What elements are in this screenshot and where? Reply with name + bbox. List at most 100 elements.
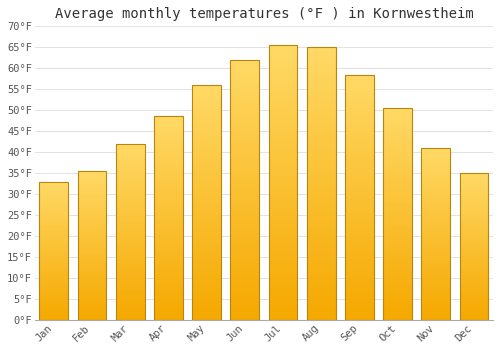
Bar <box>383 145 412 148</box>
Bar <box>116 307 144 309</box>
Bar <box>345 173 374 176</box>
Bar <box>307 108 336 112</box>
Bar <box>307 211 336 214</box>
Bar <box>422 284 450 286</box>
Bar <box>154 231 182 233</box>
Bar <box>230 92 259 96</box>
Bar <box>116 298 144 300</box>
Bar <box>307 95 336 98</box>
Bar <box>40 225 68 226</box>
Bar <box>422 236 450 238</box>
Bar <box>78 245 106 247</box>
Bar <box>307 255 336 259</box>
Bar <box>192 123 221 126</box>
Bar <box>422 312 450 314</box>
Bar <box>40 218 68 219</box>
Bar <box>78 309 106 311</box>
Bar <box>307 259 336 262</box>
Bar <box>383 278 412 280</box>
Bar <box>268 141 298 145</box>
Bar <box>268 117 298 121</box>
Bar <box>345 93 374 96</box>
Bar <box>307 313 336 316</box>
Bar <box>422 167 450 169</box>
Bar <box>230 304 259 307</box>
Bar <box>460 280 488 281</box>
Bar <box>307 149 336 153</box>
Bar <box>268 172 298 176</box>
Bar <box>268 189 298 193</box>
Bar <box>345 231 374 234</box>
Bar <box>154 261 182 264</box>
Bar <box>116 219 144 221</box>
Bar <box>40 292 68 294</box>
Bar <box>40 240 68 242</box>
Bar <box>154 162 182 165</box>
Bar <box>345 99 374 102</box>
Bar <box>116 304 144 307</box>
Bar <box>460 292 488 294</box>
Bar <box>40 195 68 197</box>
Bar <box>116 148 144 150</box>
Bar <box>422 251 450 253</box>
Bar <box>154 157 182 160</box>
Bar <box>383 108 412 111</box>
Bar <box>116 232 144 234</box>
Bar <box>460 199 488 201</box>
Bar <box>116 150 144 153</box>
Bar <box>307 177 336 180</box>
Bar <box>345 80 374 84</box>
Bar <box>422 307 450 309</box>
Bar <box>307 224 336 228</box>
Bar <box>78 283 106 285</box>
Bar <box>78 300 106 301</box>
Bar <box>230 148 259 151</box>
Bar <box>154 152 182 155</box>
Bar <box>78 286 106 288</box>
Bar <box>192 220 221 223</box>
Bar <box>422 215 450 217</box>
Bar <box>268 203 298 206</box>
Bar <box>40 258 68 259</box>
Bar <box>78 305 106 307</box>
Bar <box>192 302 221 305</box>
Bar <box>268 69 298 73</box>
Bar <box>78 171 106 173</box>
Bar <box>40 268 68 270</box>
Bar <box>460 195 488 197</box>
Bar <box>154 134 182 137</box>
Bar <box>230 274 259 278</box>
Bar <box>383 301 412 304</box>
Bar <box>154 277 182 279</box>
Bar <box>307 153 336 156</box>
Bar <box>192 132 221 135</box>
Bar <box>345 250 374 252</box>
Bar <box>154 127 182 129</box>
Bar <box>154 229 182 231</box>
Bar <box>192 129 221 132</box>
Bar <box>116 157 144 159</box>
Bar <box>345 259 374 262</box>
Bar <box>460 259 488 261</box>
Bar <box>307 61 336 64</box>
Bar <box>307 300 336 303</box>
Bar <box>154 160 182 162</box>
Bar <box>230 63 259 66</box>
Bar <box>422 204 450 206</box>
Bar <box>345 219 374 222</box>
Bar <box>154 198 182 201</box>
Bar <box>383 315 412 317</box>
Bar <box>422 148 450 150</box>
Bar <box>345 182 374 185</box>
Bar <box>116 238 144 241</box>
Bar <box>422 258 450 260</box>
Bar <box>422 294 450 296</box>
Bar <box>154 302 182 305</box>
Bar <box>154 310 182 312</box>
Bar <box>460 215 488 217</box>
Bar <box>460 263 488 265</box>
Bar <box>345 133 374 136</box>
Bar <box>422 262 450 264</box>
Bar <box>307 92 336 95</box>
Bar <box>268 258 298 261</box>
